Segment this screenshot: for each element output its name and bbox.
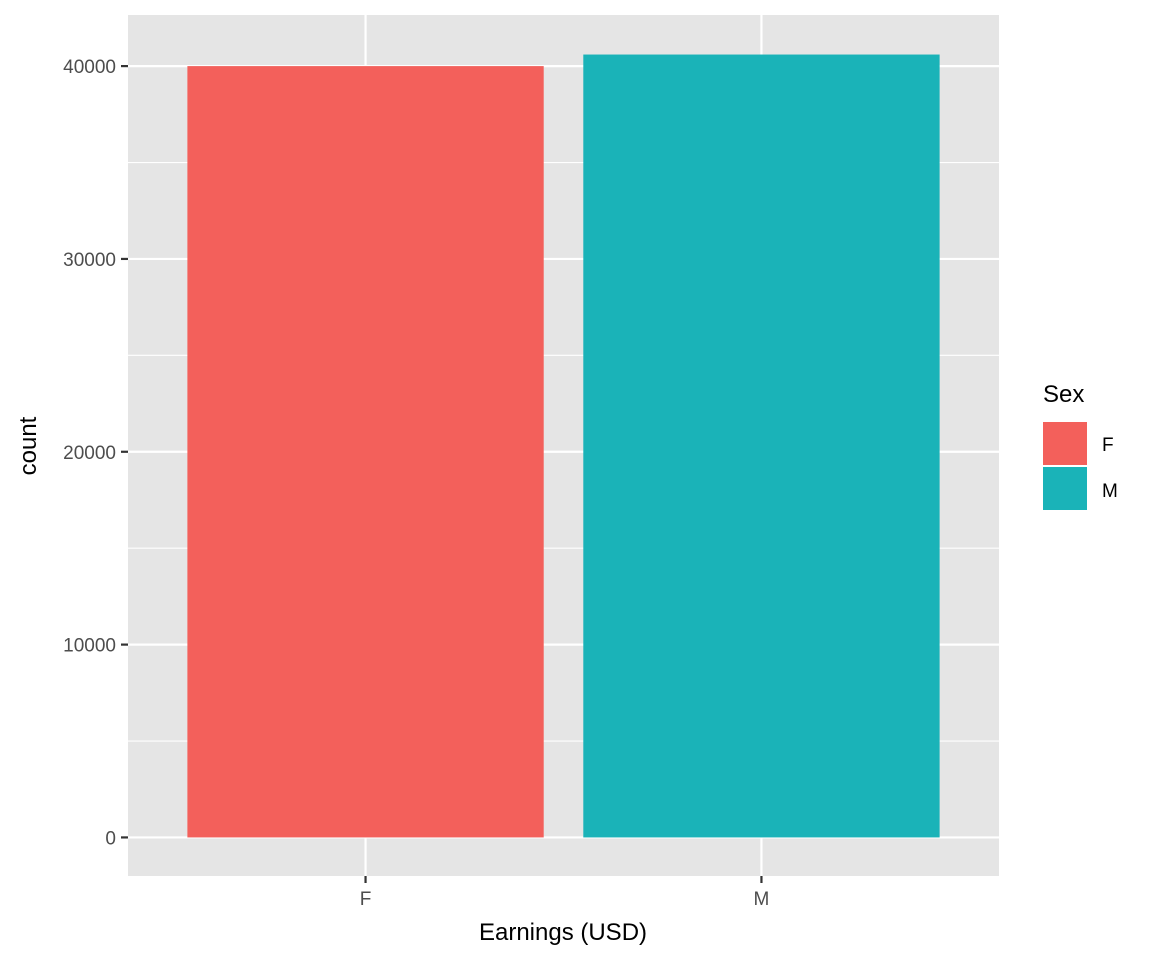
y-tick-label-3: 30000 [63,250,116,271]
y-axis: 0 10000 20000 30000 40000 [63,57,128,849]
bars [187,54,940,838]
legend-swatch-f [1043,422,1087,465]
y-tick-label-0: 0 [105,828,116,849]
x-tick-label-m: M [754,889,770,910]
x-tick-label-f: F [360,889,372,910]
y-tick-label-4: 40000 [63,57,116,78]
y-tick-label-1: 10000 [63,636,116,657]
legend: Sex F M [1043,381,1118,510]
legend-title: Sex [1043,381,1084,408]
y-tick-label-2: 20000 [63,443,116,464]
y-axis-title: count [15,416,42,475]
legend-label-f: F [1102,435,1114,456]
legend-swatch-m [1043,467,1087,510]
bar-m [583,54,940,838]
bar-f [187,66,544,838]
legend-label-m: M [1102,481,1118,502]
x-axis-title: Earnings (USD) [479,919,647,946]
